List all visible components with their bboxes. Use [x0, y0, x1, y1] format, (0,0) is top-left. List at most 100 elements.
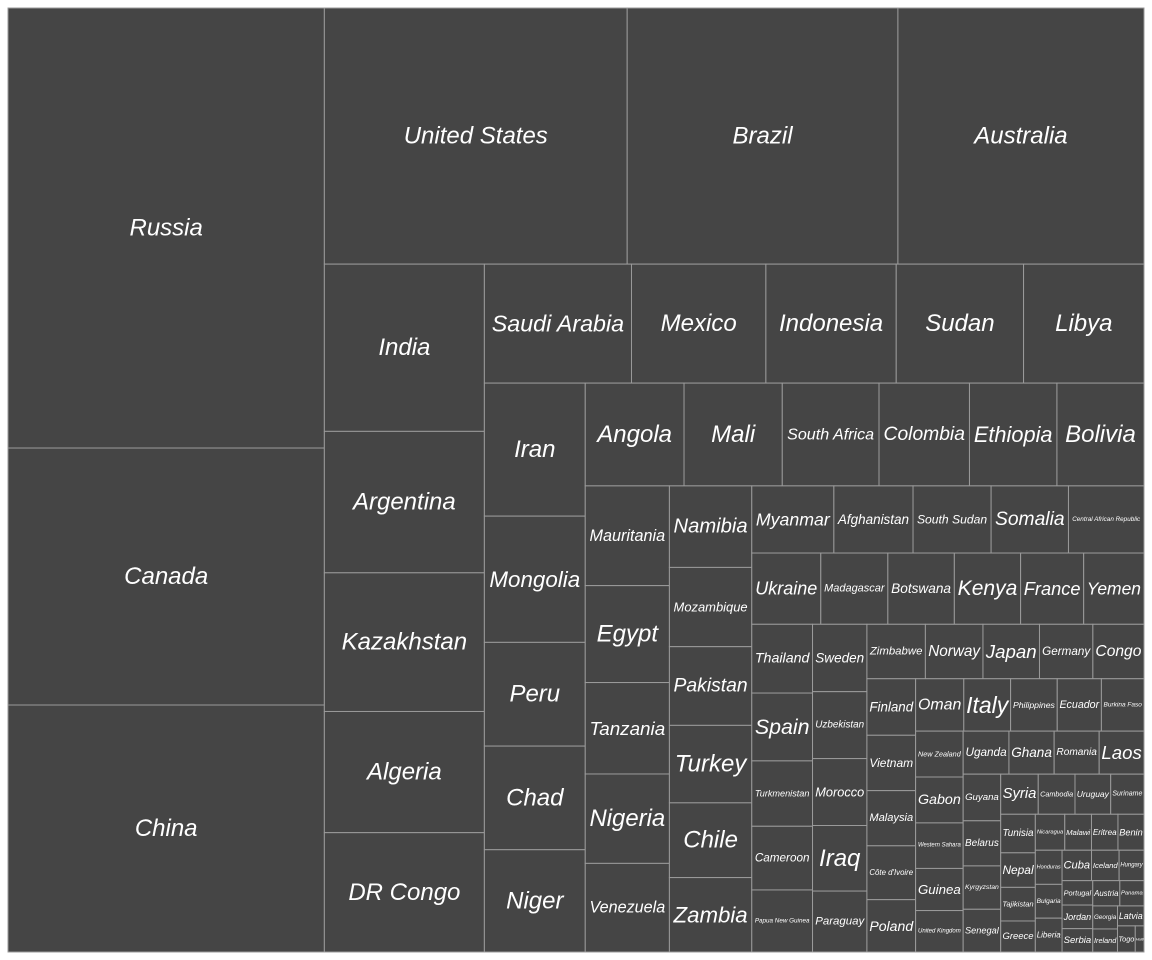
- tile-label-suriname: Suriname: [1112, 791, 1142, 798]
- tile-philippines: [1010, 678, 1058, 732]
- tile-label-thailand: Thailand: [755, 651, 811, 667]
- tile-mongolia: [483, 515, 586, 643]
- tile-label-portugal: Portugal: [1064, 888, 1092, 897]
- tile-label-burkina-faso: Burkina Faso: [1104, 701, 1143, 708]
- tile-liberia: [1034, 917, 1063, 953]
- tile-label-myanmar: Myanmar: [756, 509, 831, 529]
- tile-label-iceland: Iceland: [1093, 861, 1119, 870]
- tile-australia: [897, 7, 1145, 265]
- tile-label-mali: Mali: [711, 421, 756, 448]
- tile-label-somalia: Somalia: [995, 509, 1065, 530]
- tile-label-mauritania: Mauritania: [590, 527, 666, 545]
- tile-label-algeria: Algeria: [365, 759, 442, 786]
- tile-label-sweden: Sweden: [815, 650, 864, 665]
- tile-label-belarus: Belarus: [965, 838, 999, 849]
- tile-label-jordan: Jordan: [1063, 912, 1092, 922]
- tile-algeria: [323, 710, 485, 834]
- tile-guyana: [962, 773, 1002, 822]
- tile-label-nepal: Nepal: [1002, 863, 1034, 877]
- tile-niger: [483, 849, 586, 953]
- tile-iran: [483, 382, 586, 517]
- tile-label-pakistan: Pakistan: [674, 676, 748, 697]
- tile-label-morocco: Morocco: [815, 785, 864, 800]
- tile-label-latvia: Latvia: [1119, 911, 1143, 921]
- tile-austria: [1092, 880, 1121, 907]
- tile-label-ghana: Ghana: [1011, 745, 1052, 760]
- tile-label-benin: Benin: [1119, 827, 1142, 837]
- tile-label-zimbabwe: Zimbabwe: [869, 646, 923, 658]
- tile-bolivia: [1056, 382, 1145, 487]
- tile-iceland: [1091, 849, 1120, 882]
- tile-label-uganda: Uganda: [965, 746, 1007, 759]
- tile-label-tajikistan: Tajikistan: [1002, 900, 1033, 909]
- tile-label-egypt: Egypt: [597, 621, 660, 648]
- tile-label-cote-d-ivoire: Côte d'Ivoire: [869, 868, 913, 877]
- tile-label-norway: Norway: [928, 643, 981, 660]
- tile-label-italy: Italy: [966, 692, 1010, 718]
- tile-label-dr-congo: DR Congo: [348, 879, 460, 906]
- tile-somalia: [990, 485, 1069, 554]
- tile-label-china: China: [135, 815, 198, 842]
- tile-label-afghanistan: Afghanistan: [837, 512, 909, 527]
- tile-label-western-sahara: Western Sahara: [918, 843, 961, 849]
- tile-label-colombia: Colombia: [884, 424, 966, 445]
- tile-saudi-arabia: [483, 263, 632, 384]
- tile-label-madagascar: Madagascar: [824, 583, 886, 595]
- tile-spain: [751, 692, 814, 762]
- tile-label-gabon: Gabon: [918, 792, 961, 808]
- tile-guinea: [915, 867, 964, 912]
- tile-label-cameroon: Cameroon: [755, 852, 810, 865]
- tile-nigeria: [584, 773, 670, 864]
- tile-western-sahara: [915, 822, 964, 869]
- tile-nicaragua: [1034, 813, 1066, 851]
- tile-chad: [483, 745, 586, 851]
- tile-label-cuba: Cuba: [1064, 859, 1090, 871]
- tile-botswana: [887, 552, 955, 625]
- tile-label-ecuador: Ecuador: [1059, 699, 1099, 711]
- tile-india: [323, 263, 485, 432]
- tile-label-france: France: [1024, 578, 1081, 599]
- tile-egypt: [584, 585, 670, 684]
- tile-label-kazakhstan: Kazakhstan: [342, 629, 467, 656]
- tile-madagascar: [820, 552, 889, 625]
- tile-label-haiti: Haiti: [1136, 936, 1144, 941]
- tile-thailand: [751, 623, 814, 694]
- tile-brazil: [626, 7, 899, 265]
- tile-label-togo: Togo: [1118, 934, 1134, 943]
- tile-label-eritrea: Eritrea: [1093, 828, 1117, 837]
- tile-label-central-african-republic: Central African Republic: [1072, 516, 1141, 523]
- tile-label-bulgaria: Bulgaria: [1037, 898, 1061, 905]
- tile-label-guyana: Guyana: [965, 792, 999, 803]
- treemap-tiles: [7, 7, 1145, 953]
- tile-label-united-states: United States: [404, 123, 548, 150]
- tile-yemen: [1083, 552, 1145, 625]
- tile-gabon: [915, 776, 964, 824]
- tile-label-namibia: Namibia: [674, 516, 748, 538]
- tile-new-zealand: [915, 730, 964, 778]
- tile-canada: [7, 447, 325, 706]
- tile-label-honduras: Honduras: [1037, 864, 1061, 870]
- tile-eritrea: [1090, 813, 1119, 851]
- tile-label-poland: Poland: [869, 918, 914, 934]
- tile-chile: [668, 802, 753, 879]
- tile-paraguay: [812, 890, 868, 953]
- tile-ecuador: [1056, 678, 1102, 732]
- tile-sudan: [895, 263, 1025, 384]
- tile-label-cambodia: Cambodia: [1040, 790, 1073, 799]
- tile-colombia: [878, 382, 970, 487]
- tile-label-niger: Niger: [506, 887, 564, 914]
- tile-france: [1020, 552, 1085, 625]
- tile-label-kyrgyzstan: Kyrgyzstan: [965, 884, 999, 891]
- tile-label-iran: Iran: [514, 436, 555, 463]
- tile-pakistan: [668, 646, 753, 726]
- tile-label-canada: Canada: [124, 563, 208, 590]
- tile-label-senegal: Senegal: [965, 926, 1000, 936]
- tile-argentina: [323, 430, 485, 574]
- tile-label-syria: Syria: [1003, 786, 1037, 802]
- tile-label-south-africa: South Africa: [787, 425, 874, 443]
- tile-label-vietnam: Vietnam: [869, 756, 913, 770]
- tile-uzbekistan: [812, 691, 868, 760]
- tile-cuba: [1061, 849, 1093, 882]
- tile-label-oman: Oman: [918, 696, 962, 713]
- tile-label-turkey: Turkey: [675, 751, 749, 778]
